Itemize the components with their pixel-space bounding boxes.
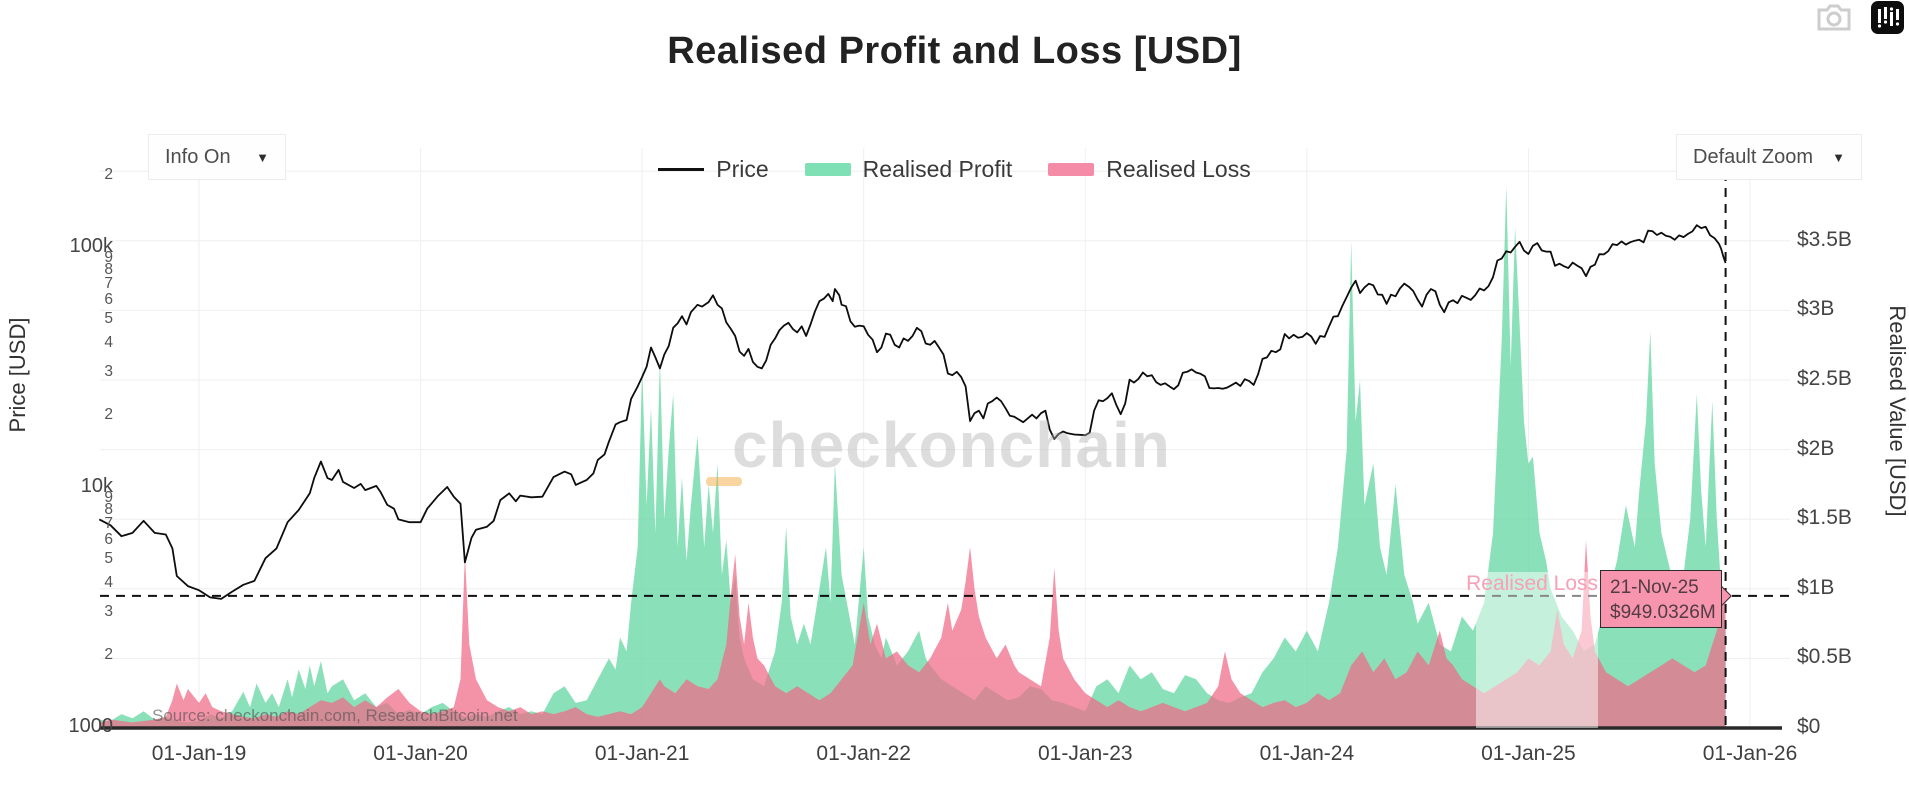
right-axis-title: Realised Value [USD] [1885,305,1909,517]
loss-swatch [1048,163,1095,176]
y-left-minor-tick-label: 3 [104,363,113,381]
info-toggle-dropdown[interactable]: Info On ▼ [148,134,286,180]
legend-item-realised-loss[interactable]: Realised Loss [1048,156,1251,183]
price-line [98,224,1727,600]
y-left-minor-tick-label: 2 [104,405,113,423]
y-left-minor-tick-label: 7 [104,515,113,533]
tooltip-date: 21-Nov-25 [1610,577,1699,598]
y-right-tick-label: $0 [1797,715,1821,738]
y-left-minor-tick-label: 5 [104,550,113,568]
y-left-minor-tick-label: 8 [104,261,113,279]
page-title: Realised Profit and Loss [USD] [667,30,1242,72]
legend: Price Realised Profit Realised Loss [0,156,1909,183]
y-left-minor-tick-label: 6 [104,291,113,309]
equalizer-logo-icon[interactable] [1871,1,1904,34]
tooltip-value: $949.0326M [1610,602,1716,623]
watermark: checkonchain [732,409,1171,481]
y-left-minor-tick-label: 8 [104,501,113,519]
hover-highlight-band [1476,572,1598,728]
legend-label: Realised Loss [1106,156,1251,182]
x-tick-label: 01-Jan-23 [1037,742,1133,765]
zoom-preset-dropdown[interactable]: Default Zoom ▼ [1676,134,1862,180]
info-toggle-label: Info On [165,145,231,168]
x-tick-label: 01-Jan-25 [1481,742,1576,765]
legend-label: Realised Profit [862,156,1013,182]
y-left-minor-tick-label: 3 [104,603,113,621]
y-left-minor-tick-label: 2 [104,165,113,183]
y-left-minor-tick-label: 9 [104,488,113,506]
y-left-minor-tick-label: 5 [104,310,113,328]
x-tick-label: 01-Jan-20 [373,742,468,765]
y-left-major-tick-label: 10k [80,475,113,497]
y-right-tick-label: $1B [1797,575,1835,599]
watermark-dash [706,477,742,486]
x-tick-label: 01-Jan-24 [1259,742,1355,765]
legend-item-price[interactable]: Price [658,156,769,183]
profit-swatch [804,163,851,176]
source-note: Source: checkonchain.com, ResearchBitcoi… [152,706,518,725]
hover-series-label: Realised Loss [1466,572,1598,595]
y-left-minor-tick-label: 6 [104,531,113,549]
y-left-minor-tick-label: 2 [104,645,113,663]
y-left-minor-tick-label: 9 [104,248,113,266]
y-right-tick-label: $1.5B [1797,506,1852,530]
y-right-tick-label: $0.5B [1797,645,1852,669]
legend-label: Price [716,156,769,182]
camera-icon[interactable] [1816,4,1852,32]
y-right-tick-label: $3.5B [1797,227,1852,251]
hover-tooltip: 21-Nov-25 $949.0326M [1600,570,1722,628]
x-tick-label: 01-Jan-21 [594,742,690,765]
x-tick-label: 01-Jan-19 [151,742,247,765]
y-left-minor-tick-label: 4 [104,573,113,591]
x-tick-label: 01-Jan-22 [816,742,911,765]
y-left-minor-tick-label: 4 [104,333,113,351]
price-line-swatch [658,168,705,171]
x-tick-label: 01-Jan-26 [1702,742,1798,765]
legend-item-realised-profit[interactable]: Realised Profit [804,156,1013,183]
chevron-down-icon: ▼ [256,149,269,165]
y-left-minor-tick-label: 7 [104,275,113,293]
y-right-tick-label: $2B [1797,436,1835,460]
y-left-major-tick-label: 1000 [68,715,114,737]
y-right-tick-label: $2.5B [1797,367,1852,390]
y-right-tick-label: $3B [1797,297,1835,321]
y-left-major-tick-label: 100k [69,235,113,257]
zoom-preset-label: Default Zoom [1693,145,1814,168]
chevron-down-icon: ▼ [1832,149,1845,165]
